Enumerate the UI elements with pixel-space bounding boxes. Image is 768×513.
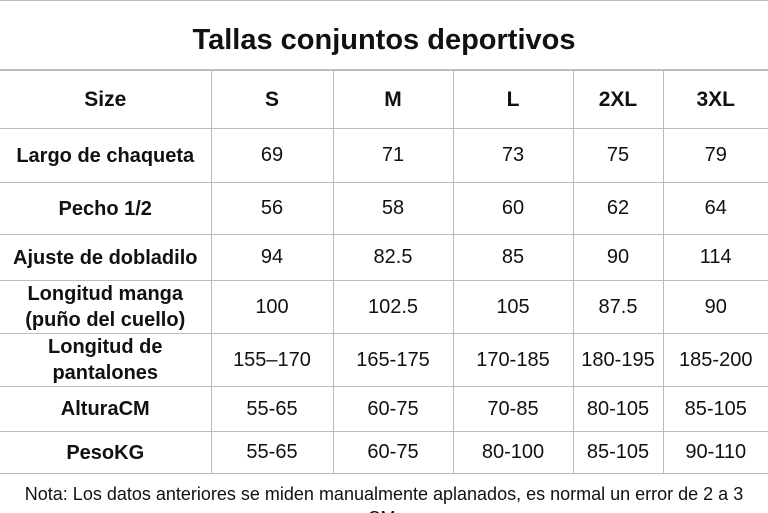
table-row: Longitud manga (puño del cuello) 100 102.5… <box>0 280 768 334</box>
cell: 85-105 <box>662 386 768 432</box>
cell: 85-105 <box>572 431 664 474</box>
row-label: PesoKG <box>0 431 212 474</box>
cell: 82.5 <box>332 234 454 281</box>
cell: 80-105 <box>572 386 664 432</box>
table-row: Ajuste de dobladilo 94 82.5 85 90 114 <box>0 234 768 281</box>
cell: 94 <box>210 234 334 281</box>
cell: M <box>332 70 454 129</box>
cell: 62 <box>572 182 664 235</box>
title: Tallas conjuntos deportivos <box>0 0 768 70</box>
cell: 73 <box>452 128 574 183</box>
cell: 60-75 <box>332 386 454 432</box>
row-label: Pecho 1/2 <box>0 182 212 235</box>
row-label: Ajuste de dobladilo <box>0 234 212 281</box>
cell: 105 <box>452 280 574 334</box>
cell: 69 <box>210 128 334 183</box>
cell: 70-85 <box>452 386 574 432</box>
cell: L <box>452 70 574 129</box>
row-label: Size <box>0 70 212 129</box>
row-label: Longitud manga (puño del cuello) <box>0 280 212 334</box>
row-label: Largo de chaqueta <box>0 128 212 183</box>
table-row: PesoKG 55-65 60-75 80-100 85-105 90-110 <box>0 431 768 474</box>
cell: 90 <box>662 280 768 334</box>
table-body: Size S M L 2XL 3XL Largo de chaqueta 69 71 73 75 79… <box>0 70 768 474</box>
cell: 85 <box>452 234 574 281</box>
cell: 71 <box>332 128 454 183</box>
size-table: Size S M L 2XL 3XL Largo de chaqueta 69 71 73 75 79… <box>0 70 768 474</box>
cell: 170-185 <box>452 333 574 387</box>
table-row: Largo de chaqueta 69 71 73 75 79 <box>0 128 768 183</box>
cell: 60-75 <box>332 431 454 474</box>
row-label: AlturaCM <box>0 386 212 432</box>
cell: 79 <box>662 128 768 183</box>
cell: 2XL <box>572 70 664 129</box>
cell: 180-195 <box>572 333 664 387</box>
cell: 3XL <box>662 70 768 129</box>
cell: 55-65 <box>210 386 334 432</box>
cell: 100 <box>210 280 334 334</box>
table-row: Size S M L 2XL 3XL <box>0 70 768 129</box>
cell: 90-110 <box>662 431 768 474</box>
table-row: Pecho 1/2 56 58 60 62 64 <box>0 182 768 235</box>
cell: 114 <box>662 234 768 281</box>
cell: 165-175 <box>332 333 454 387</box>
cell: 102.5 <box>332 280 454 334</box>
table-row: Longitud de pantalones 155–170 165-175 170-… <box>0 333 768 387</box>
note: Nota: Los datos anteriores se miden manu… <box>24 484 744 513</box>
cell: 87.5 <box>572 280 664 334</box>
cell: 80-100 <box>452 431 574 474</box>
cell: 58 <box>332 182 454 235</box>
row-label: Longitud de pantalones <box>0 333 212 387</box>
table-row: AlturaCM 55-65 60-75 70-85 80-105 85-105 <box>0 386 768 432</box>
cell: 155–170 <box>210 333 334 387</box>
cell: 64 <box>662 182 768 235</box>
cell: 90 <box>572 234 664 281</box>
cell: 75 <box>572 128 664 183</box>
cell: 60 <box>452 182 574 235</box>
cell: 56 <box>210 182 334 235</box>
cell: S <box>210 70 334 129</box>
cell: 55-65 <box>210 431 334 474</box>
cell: 185-200 <box>662 333 768 387</box>
